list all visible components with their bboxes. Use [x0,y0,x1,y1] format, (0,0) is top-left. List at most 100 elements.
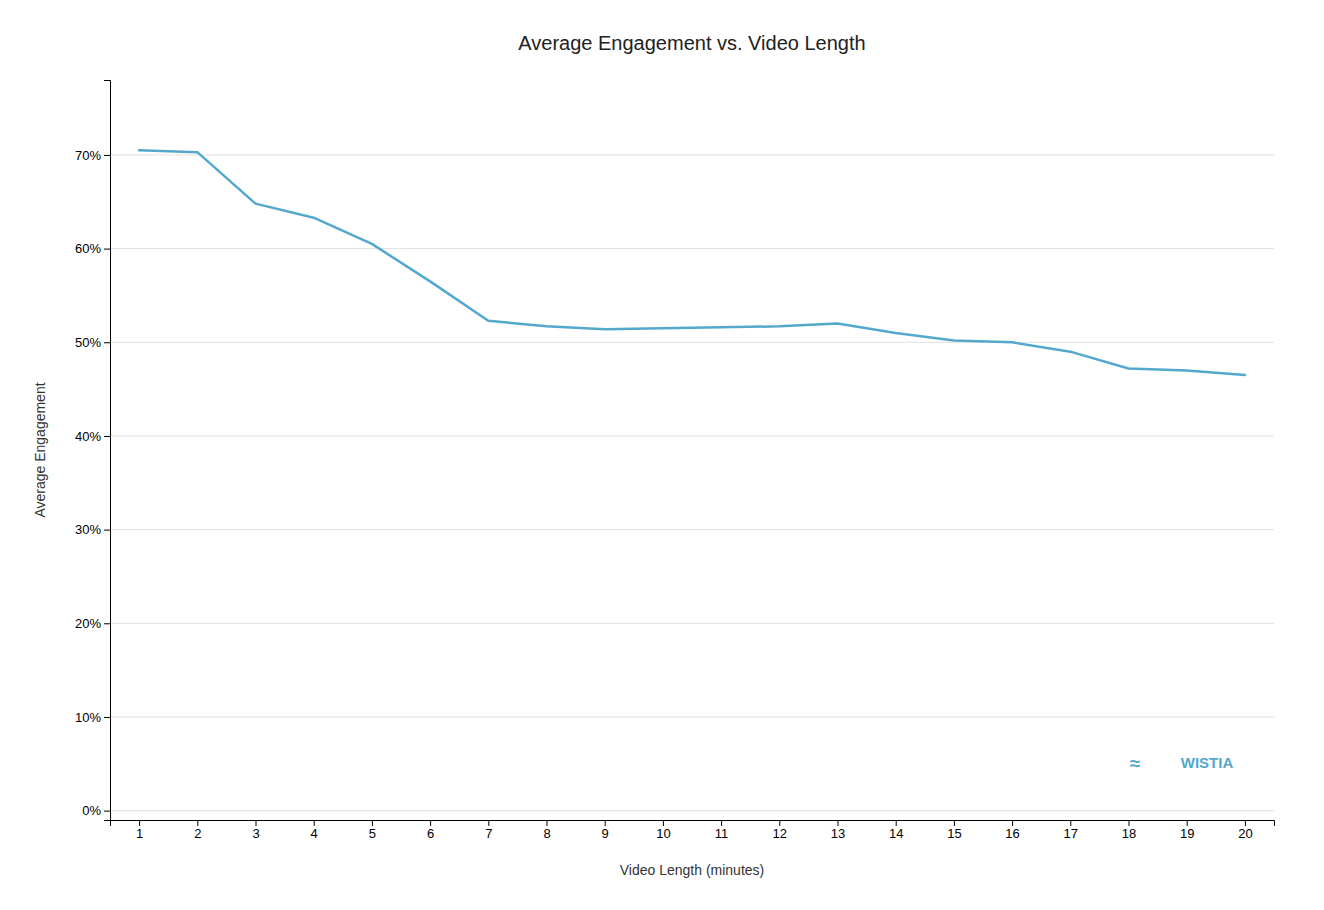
x-tick: 9 [602,820,609,841]
annotation: WISTIA [1181,754,1234,771]
x-tick: 11 [715,820,729,841]
y-tick: 40% [75,429,110,444]
x-tick-label: 7 [485,826,492,841]
y-grid [110,155,1274,811]
y-axis-label: Average Engagement [32,382,48,517]
x-tick-mark [721,820,722,826]
x-tick: 8 [543,820,550,841]
y-tick-mark [104,155,110,156]
x-tick-label: 2 [194,826,201,841]
grid-line [110,342,1274,343]
y-tick-label: 60% [75,241,101,256]
x-tick-mark [197,820,198,826]
x-tick: 2 [194,820,201,841]
y-tick: 0% [82,803,110,818]
x-tick-label: 15 [947,826,961,841]
x-tick: 14 [889,820,903,841]
y-tick-label: 0% [82,803,101,818]
x-axis-label: Video Length (minutes) [620,862,765,878]
y-tick-mark [104,623,110,624]
y-tick-mark [104,530,110,531]
x-tick-label: 14 [889,826,903,841]
y-tick: 30% [75,522,110,537]
x-tick: 1 [136,820,143,841]
marks [139,150,1245,375]
x-tick-label: 8 [543,826,550,841]
x-tick-mark [547,820,548,826]
x-tick-mark [430,820,431,826]
x-tick-mark [779,820,780,826]
x-tick-mark [605,820,606,826]
x-tick-label: 6 [427,826,434,841]
y-axis-line [104,81,111,821]
y-tick-label: 70% [75,148,101,163]
x-tick-label: 12 [773,826,787,841]
x-tick-mark [314,820,315,826]
x-tick-mark [139,820,140,826]
x-tick-label: 20 [1238,826,1252,841]
y-tick-label: 30% [75,522,101,537]
x-tick-label: 18 [1122,826,1136,841]
x-tick-label: 17 [1064,826,1078,841]
x-tick-mark [488,820,489,826]
grid-line [110,529,1274,530]
x-tick: 7 [485,820,492,841]
y-tick-label: 50% [75,335,101,350]
grid-line [110,716,1274,717]
x-tick: 16 [1005,820,1019,841]
y-tick: 50% [75,335,110,350]
x-tick-label: 9 [602,826,609,841]
y-tick: 70% [75,148,110,163]
x-tick-label: 3 [252,826,259,841]
y-tick-mark [104,342,110,343]
x-tick: 19 [1180,820,1194,841]
y-tick-mark [104,436,110,437]
x-tick-label: 1 [136,826,143,841]
x-tick-mark [372,820,373,826]
x-tick: 4 [311,820,318,841]
x-tick-label: 19 [1180,826,1194,841]
x-axis-line [111,821,1275,827]
y-tick-label: 10% [75,710,101,725]
line [139,150,1245,375]
y-tick-label: 20% [75,616,101,631]
chart: 12345678910111213141516171819200%10%20%3… [0,0,1324,910]
x-tick: 17 [1064,820,1078,841]
x-tick-label: 5 [369,826,376,841]
plot-area: 12345678910111213141516171819200%10%20%3… [75,81,1275,842]
x-tick: 5 [369,820,376,841]
x-tick: 18 [1122,820,1136,841]
grid-line [110,154,1274,155]
x-tick-mark [1012,820,1013,826]
y-axis: 0% 10% 20% 30% 40% 50% 60% 70% [75,81,111,821]
x-tick-label: 11 [715,826,729,841]
x-tick-label: 10 [656,826,670,841]
y-tick: 10% [75,710,110,725]
x-tick-mark [663,820,664,826]
x-tick: 10 [656,820,670,841]
x-tick-mark [1245,820,1246,826]
annotations: WISTIA ≈ [1130,753,1234,774]
x-tick-mark [1187,820,1188,826]
x-tick: 6 [427,820,434,841]
x-tick-label: 16 [1005,826,1019,841]
y-tick: 60% [75,241,110,256]
annotation: ≈ [1130,753,1141,774]
x-tick: 15 [947,820,961,841]
title: Average Engagement vs. Video Length [518,32,865,54]
x-tick-label: 4 [311,826,318,841]
x-tick: 13 [831,820,845,841]
grid-line [110,810,1274,811]
x-tick: 12 [773,820,787,841]
x-tick-mark [954,820,955,826]
grid-line [110,248,1274,249]
y-tick-mark [104,249,110,250]
x-tick-mark [1070,820,1071,826]
x-tick-mark [256,820,257,826]
x-tick: 3 [252,820,259,841]
y-tick: 20% [75,616,110,631]
grid-line [110,435,1274,436]
x-tick-mark [1129,820,1130,826]
y-tick-mark [104,717,110,718]
x-axis: 1234567891011121314151617181920 [111,820,1275,841]
